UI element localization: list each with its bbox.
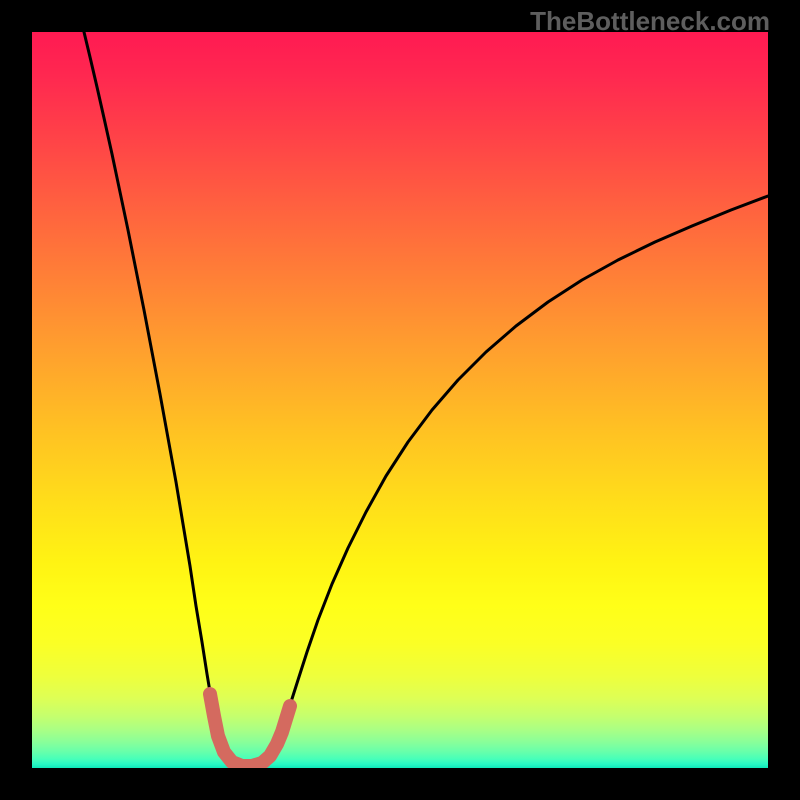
chart-plot-area [32, 32, 768, 768]
chart-stage: TheBottleneck.com [0, 0, 800, 800]
bottleneck-curve [84, 32, 768, 767]
chart-overlay-svg [32, 32, 768, 768]
bottleneck-highlight [210, 694, 290, 766]
watermark-text: TheBottleneck.com [530, 6, 770, 37]
